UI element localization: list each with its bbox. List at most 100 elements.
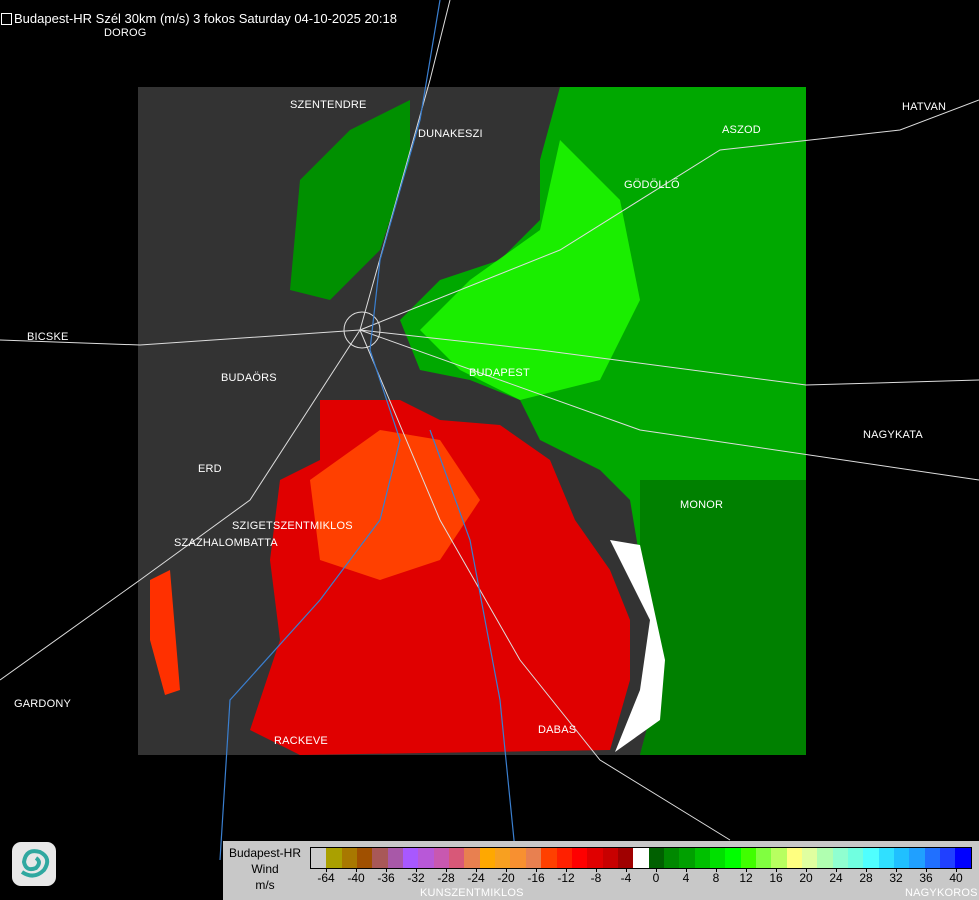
legend-color-cell — [617, 848, 634, 868]
legend-color-cell — [449, 848, 465, 868]
legend-color-cell — [832, 848, 849, 868]
legend-tick-label: -12 — [557, 871, 575, 885]
place-label: BUDAPEST — [469, 367, 530, 379]
legend-tick-mark — [806, 868, 807, 872]
approaching-wind-core — [310, 430, 480, 580]
legend-tick-mark — [866, 868, 867, 872]
place-label: BUDAÖRS — [221, 372, 277, 384]
legend-tick-label: 0 — [652, 871, 660, 885]
legend-tick-label: -40 — [347, 871, 365, 885]
legend-color-cell — [663, 848, 680, 868]
legend-tick-mark — [596, 868, 597, 872]
legend-tick-label: 16 — [769, 871, 783, 885]
legend-tick-label: 32 — [889, 871, 903, 885]
legend-tick-label: 28 — [859, 871, 873, 885]
legend-station: Budapest-HR — [228, 846, 302, 860]
legend-color-cell — [694, 848, 710, 868]
place-label: NAGYKOROS — [905, 887, 978, 899]
place-label: SZAZHALOMBATTA — [174, 537, 278, 549]
legend-tick-label: 24 — [829, 871, 843, 885]
place-label: DABAS — [538, 724, 577, 736]
legend-tick-mark — [746, 868, 747, 872]
color-scale-legend: Budapest-HR Wind m/s -64 -40 -36 -32 -28 -24-… — [223, 841, 979, 900]
legend-tick-label: -36 — [377, 871, 395, 885]
swirl-logo-icon — [20, 849, 50, 878]
legend-tick-mark — [686, 868, 687, 872]
legend-color-cell — [648, 848, 664, 868]
legend-tick-mark — [836, 868, 837, 872]
legend-tick-mark — [416, 868, 417, 872]
legend-color-cell — [633, 848, 649, 868]
legend-color-cell — [341, 848, 358, 868]
legend-color-cell — [755, 848, 772, 868]
legend-tick-label: -16 — [527, 871, 545, 885]
legend-color-cell — [725, 848, 741, 868]
legend-color-cell — [740, 848, 756, 868]
legend-quantity: Wind — [251, 862, 279, 876]
place-label: HATVAN — [902, 101, 947, 113]
rivers — [219, 0, 521, 900]
legend-tick-label: -4 — [620, 871, 632, 885]
menu-icon[interactable] — [1, 13, 12, 25]
legend-title: Budapest-HR Wind m/s — [223, 845, 307, 893]
legend-color-bar — [310, 847, 972, 869]
place-label: MONOR — [680, 499, 724, 511]
roads-and-borders — [0, 0, 979, 841]
legend-color-cell — [940, 848, 956, 868]
legend-color-cell — [587, 848, 603, 868]
logo — [12, 842, 56, 886]
place-label: GARDONY — [14, 698, 72, 710]
legend-color-cell — [802, 848, 818, 868]
place-label: NAGYKATA — [863, 429, 923, 441]
legend-tick-mark — [566, 868, 567, 872]
map-title: Budapest-HR Szél 30km (m/s) 3 fokos Satu… — [14, 11, 397, 26]
legend-color-cell — [786, 848, 802, 868]
place-label: BICSKE — [27, 331, 69, 343]
legend-tick-mark — [926, 868, 927, 872]
legend-color-cell — [479, 848, 496, 868]
legend-color-cell — [326, 848, 342, 868]
legend-tick-label: 20 — [799, 871, 813, 885]
legend-color-cell — [709, 848, 726, 868]
legend-tick-mark — [776, 868, 777, 872]
legend-tick-mark — [386, 868, 387, 872]
legend-color-cell — [372, 848, 388, 868]
legend-tick-label: -64 — [317, 871, 335, 885]
legend-tick-mark — [356, 868, 357, 872]
legend-unit: m/s — [255, 878, 275, 892]
place-label: RACKEVE — [274, 735, 328, 747]
legend-color-cell — [556, 848, 572, 868]
legend-color-cell — [357, 848, 373, 868]
legend-tick-label: 4 — [682, 871, 690, 885]
legend-tick-label: -24 — [467, 871, 485, 885]
place-label: ASZOD — [722, 124, 761, 136]
legend-color-cell — [495, 848, 511, 868]
legend-tick-mark — [716, 868, 717, 872]
legend-color-cell — [894, 848, 910, 868]
approaching-wind-west — [150, 570, 180, 695]
legend-tick-mark — [506, 868, 507, 872]
legend-color-cell — [602, 848, 618, 868]
legend-tick-label: 12 — [739, 871, 753, 885]
legend-color-cell — [510, 848, 526, 868]
place-label: DUNAKESZI — [418, 128, 483, 140]
legend-tick-mark — [626, 868, 627, 872]
legend-color-cell — [679, 848, 695, 868]
legend-color-cell — [403, 848, 419, 868]
legend-tick-label: -32 — [407, 871, 425, 885]
legend-color-cell — [863, 848, 879, 868]
receding-wind-core — [420, 140, 640, 400]
legend-color-cell — [541, 848, 557, 868]
legend-color-cell — [909, 848, 925, 868]
legend-color-cell — [387, 848, 404, 868]
legend-color-cell — [771, 848, 787, 868]
legend-tick-mark — [326, 868, 327, 872]
place-label: KUNSZENTMIKLOS — [420, 887, 524, 899]
legend-tick-mark — [896, 868, 897, 872]
place-label: SZIGETSZENTMIKLOS — [232, 520, 353, 532]
legend-color-cell — [924, 848, 941, 868]
legend-tick-label: -20 — [497, 871, 515, 885]
place-label: SZENTENDRE — [290, 99, 367, 111]
legend-color-cell — [848, 848, 864, 868]
